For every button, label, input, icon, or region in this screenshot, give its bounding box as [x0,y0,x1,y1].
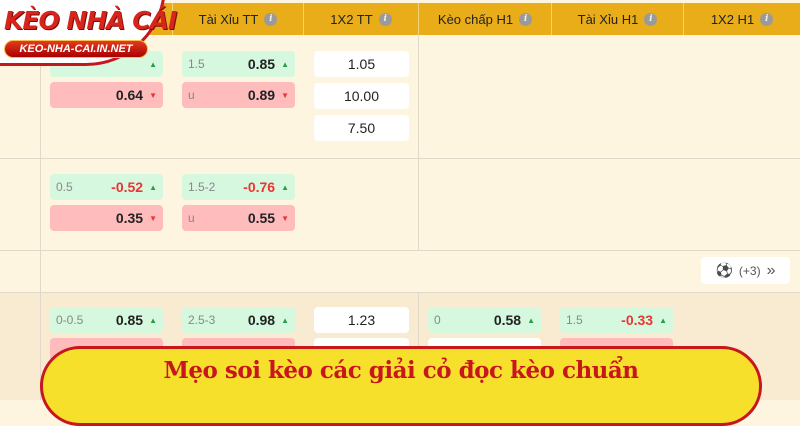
header-1x2-h1: 1X2 H1 i [683,3,800,35]
logo-subtitle: KEO-NHA-CAI.IN.NET [4,40,148,58]
odds-cell[interactable]: 0-0.5 0.85 ▲ [50,307,163,333]
arrow-up-icon: ▲ [149,182,157,192]
info-icon[interactable]: i [264,12,278,26]
divider [40,35,41,400]
arrow-up-icon: ▲ [659,315,667,325]
odds-1x2[interactable]: 10.00 [314,83,409,109]
divider [418,35,419,250]
divider [0,250,800,251]
arrow-up-icon: ▲ [149,315,157,325]
arrow-down-icon: ▼ [281,90,289,100]
arrow-down-icon: ▼ [149,90,157,100]
header-tai-xiu-tt: Tài Xỉu TT i [172,3,303,35]
logo-title: KÈO NHÀ CÁI [4,6,177,35]
chevron-right-icon: » [766,261,776,279]
odds-cell[interactable]: 1.5 -0.33 ▲ [560,307,673,333]
odds-cell[interactable]: 0.5 -0.52 ▲ [50,174,163,200]
info-icon[interactable]: i [760,12,774,26]
arrow-down-icon: ▼ [149,213,157,223]
banner-text: Mẹo soi kèo các giải cỏ đọc kèo chuẩn [163,357,639,384]
odds-cell[interactable]: 0.35 ▼ [50,205,163,231]
arrow-down-icon: ▼ [281,213,289,223]
odds-1x2[interactable]: 1.23 [314,307,409,333]
more-markets-button[interactable]: ⚽ (+3)» [701,257,790,284]
arrow-up-icon: ▲ [281,315,289,325]
arrow-up-icon: ▲ [527,315,535,325]
odds-cell[interactable]: 0.64 ▼ [50,82,163,108]
header-1x2-tt: 1X2 TT i [303,3,418,35]
title-banner: Mẹo soi kèo các giải cỏ đọc kèo chuẩn [40,346,762,426]
info-icon[interactable]: i [378,12,392,26]
arrow-up-icon: ▲ [281,182,289,192]
odds-cell[interactable]: 0 0.58 ▲ [428,307,541,333]
odds-cell[interactable]: u 0.89 ▼ [182,82,295,108]
arrow-up-icon: ▲ [149,59,157,69]
header-tai-xiu-h1: Tài Xỉu H1 i [551,3,683,35]
odds-cell[interactable]: 2.5-3 0.98 ▲ [182,307,295,333]
soccer-ball-icon: ⚽ [715,262,733,278]
odds-cell[interactable]: 1.5 0.85 ▲ [182,51,295,77]
odds-1x2[interactable]: 7.50 [314,115,409,141]
header-keo-chap-h1: Kèo chấp H1 i [418,3,551,35]
info-icon[interactable]: i [644,12,658,26]
info-icon[interactable]: i [519,12,533,26]
divider [0,292,800,293]
odds-cell[interactable]: u 0.55 ▼ [182,205,295,231]
arrow-up-icon: ▲ [281,59,289,69]
odds-1x2[interactable]: 1.05 [314,51,409,77]
odds-cell[interactable]: 1.5-2 -0.76 ▲ [182,174,295,200]
divider [0,158,800,159]
